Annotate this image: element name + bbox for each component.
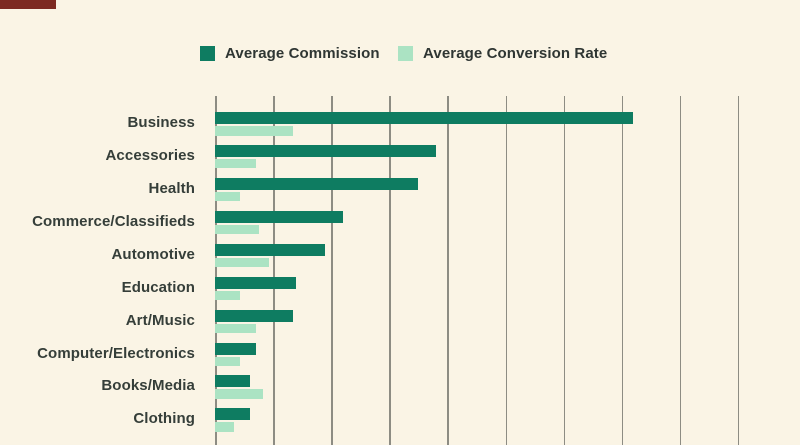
commission-bar [215,144,436,157]
commission-bar [215,276,297,289]
category-label: Books/Media [101,377,195,395]
category-label: Clothing [133,410,195,428]
legend-item-average-conversion-rate: Average Conversion Rate [398,45,607,62]
commission-bar [215,342,256,355]
conversion-rate-swatch-icon [398,46,413,61]
gridline [563,96,566,445]
commission-bar [215,375,250,388]
gridline [215,96,217,445]
legend-item-average-commission: Average Commission [200,45,380,62]
corner-marker [0,0,56,9]
commission-bar [215,177,419,190]
conversion-rate-bar [215,356,240,366]
gridline [389,96,391,445]
conversion-rate-bar [215,224,260,235]
conversion-rate-bar [215,422,235,432]
legend-label-conversion-rate: Average Conversion Rate [423,45,608,62]
gridline [505,96,507,445]
category-label: Commerce/Classifieds [32,212,195,230]
category-label: Education [121,278,195,296]
legend-label-commission: Average Commission [225,45,380,62]
commission-bar [215,309,294,322]
gridline [737,96,740,445]
commission-bar [215,243,326,256]
commission-bar [215,408,250,421]
conversion-rate-bar [215,158,256,169]
commission-bar [215,112,634,124]
commission-swatch-icon [200,46,215,61]
gridline [273,96,275,445]
conversion-rate-bar [215,126,294,136]
category-label: Art/Music [125,311,195,329]
conversion-rate-bar [215,191,240,202]
conversion-rate-bar [215,323,256,334]
gridline [621,96,624,445]
category-label: Health [148,179,195,197]
gridline [331,96,333,445]
conversion-rate-bar [215,290,240,301]
category-label: Business [127,114,195,131]
gridline [447,96,449,445]
category-label: Computer/Electronics [37,344,195,362]
conversion-rate-bar [215,257,270,268]
category-label: Accessories [105,146,195,164]
category-label: Automotive [111,245,195,263]
conversion-rate-bar [215,389,264,399]
commission-bar [215,210,343,223]
gridline [679,96,682,445]
